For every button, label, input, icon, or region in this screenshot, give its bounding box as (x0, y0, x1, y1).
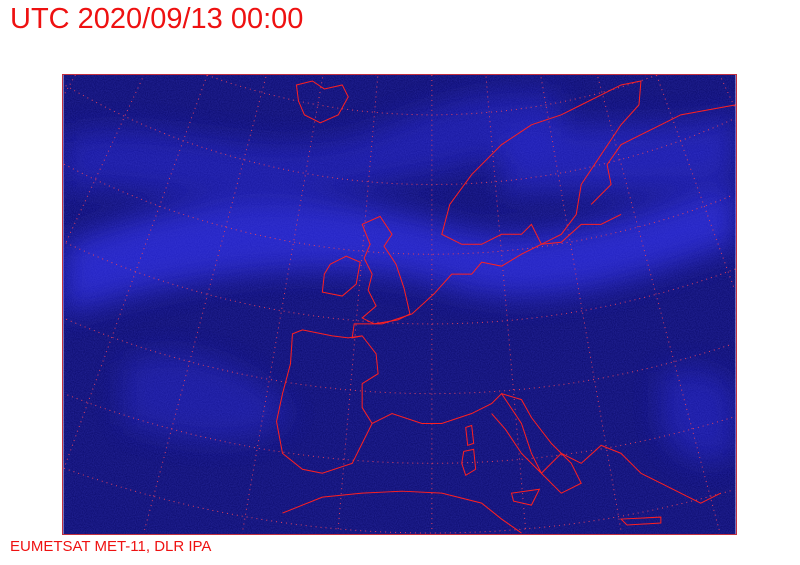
coastline-corsica (465, 424, 475, 447)
meridian-line (63, 75, 208, 469)
satellite-map (62, 74, 737, 535)
meridian-line (143, 76, 267, 532)
coastline-scandinavia (441, 80, 642, 245)
latitude-line (65, 242, 736, 325)
latitude-line (206, 75, 657, 116)
coastline-sicily (510, 488, 541, 506)
coastline-iberia (276, 329, 373, 474)
noise-texture (63, 75, 736, 534)
coastline-crete (619, 516, 662, 526)
coastline-finland-baltic (590, 104, 736, 205)
meridian-line (337, 76, 379, 533)
graticule (63, 75, 736, 534)
coastline-continent (351, 213, 721, 504)
coastline-great-britain (361, 215, 411, 325)
coastline-north-africa (282, 490, 522, 534)
meridian-line (485, 76, 527, 533)
coastlines (276, 80, 736, 534)
coastline-iceland (295, 80, 349, 124)
meridian-line (656, 75, 735, 289)
latitude-line (65, 318, 733, 395)
coastline-italy (491, 393, 582, 494)
coastline-ireland (321, 255, 361, 297)
meridian-line (597, 76, 720, 532)
latitude-line (63, 163, 734, 255)
timestamp-title: UTC 2020/09/13 00:00 (10, 3, 304, 35)
coastline-sardinia (461, 448, 477, 477)
meridian-line (720, 78, 736, 108)
data-source-credit: EUMETSAT MET-11, DLR IPA (10, 538, 212, 555)
meridian-line (64, 78, 143, 245)
